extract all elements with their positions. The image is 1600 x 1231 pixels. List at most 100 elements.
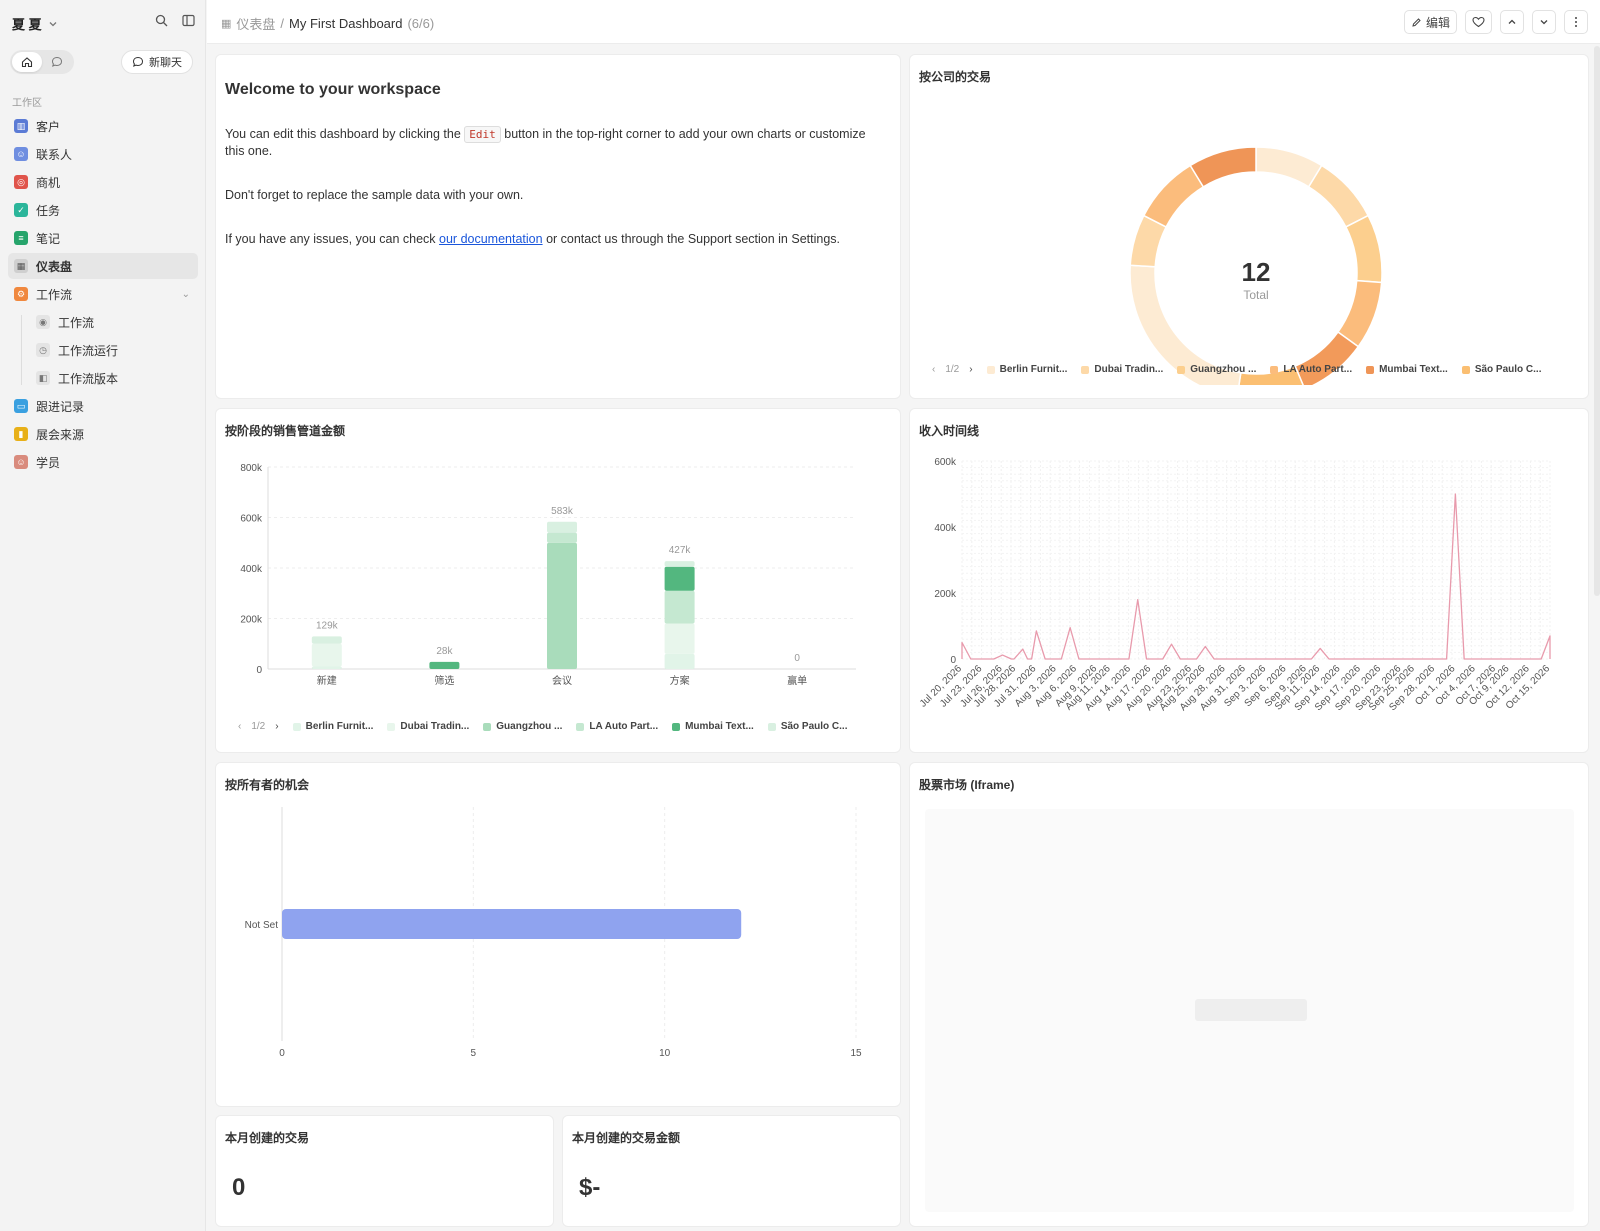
bar-segment <box>664 653 695 669</box>
legend-item[interactable]: Guangzhou ... <box>483 721 562 732</box>
workflow-icon: ◉ <box>36 315 50 329</box>
top-bar: ▦ 仪表盘 / My First Dashboard (6/6) 编辑 <box>207 0 1600 44</box>
revenue-timeline-card: 收入时间线 0 200k 400k 600k Jul 20, 2026 Jul 23, 2… <box>909 408 1589 753</box>
heart-icon <box>1472 16 1485 28</box>
iframe-placeholder[interactable] <box>925 809 1574 1212</box>
y-tick-label: 0 <box>950 655 956 666</box>
edit-code: Edit <box>464 126 501 143</box>
bar-segment <box>547 542 577 669</box>
donut-total-label: Total <box>1243 288 1268 302</box>
previous-button[interactable] <box>1500 10 1524 34</box>
welcome-content: Welcome to your workspace You can edit t… <box>225 81 880 275</box>
sidebar-item-students[interactable]: ☺ 学员 <box>8 449 198 475</box>
bar-segment <box>429 661 460 669</box>
legend-item[interactable]: LA Auto Part... <box>576 721 658 732</box>
sidebar-item-workflow-versions[interactable]: ◧ 工作流版本 <box>8 365 198 391</box>
sidebar-item-companies[interactable]: ▥ 客户 <box>8 113 198 139</box>
sidebar: 夏 夏 新聊天 工作区 ▥ 客户 ☺ 联系人 ◎ 商机 ✓ <box>0 0 206 1231</box>
card-title: 按公司的交易 <box>919 70 992 84</box>
sidebar-toggle-icon[interactable] <box>182 14 195 27</box>
legend-item[interactable]: LA Auto Part... <box>1270 364 1352 375</box>
sidebar-item-opportunities[interactable]: ◎ 商机 <box>8 169 198 195</box>
bar-segment <box>311 643 342 667</box>
kpi-value: $- <box>579 1174 601 1201</box>
legend-item[interactable]: Mumbai Text... <box>1366 364 1448 375</box>
chevron-left-icon[interactable]: ‹ <box>932 364 936 375</box>
sidebar-item-workflow-list[interactable]: ◉ 工作流 <box>8 309 198 335</box>
legend-item[interactable]: Mumbai Text... <box>672 721 754 732</box>
card-title: 股票市场 (Iframe) <box>919 778 1015 792</box>
opportunities-by-owner-card: 按所有者的机会 0 5 10 15 Not Set <box>215 762 901 1107</box>
legend-item[interactable]: São Paulo C... <box>1461 364 1542 375</box>
bar-segment <box>664 561 695 567</box>
sidebar-item-trade-show-sources[interactable]: ▮ 展会来源 <box>8 421 198 447</box>
legend-item[interactable]: São Paulo C... <box>767 721 848 732</box>
breadcrumb-root[interactable]: 仪表盘 <box>236 17 276 32</box>
x-tick-label: 筛选 <box>434 674 454 687</box>
chat-plus-icon <box>132 56 144 67</box>
next-button[interactable] <box>1532 10 1556 34</box>
favorite-button[interactable] <box>1465 10 1492 34</box>
y-tick-label: 400k <box>934 523 957 534</box>
bar-total-label: 129k <box>316 620 339 631</box>
y-tick-label: 200k <box>934 589 957 600</box>
breadcrumb: ▦ 仪表盘 / My First Dashboard (6/6) <box>221 14 434 33</box>
dashboard-icon: ▦ <box>14 259 28 273</box>
bar-segment <box>664 566 695 591</box>
book-icon: ▮ <box>14 427 28 441</box>
chat-bubble-icon[interactable] <box>42 52 72 72</box>
bar-total-label: 427k <box>669 545 692 556</box>
donut-slice <box>1238 365 1304 385</box>
more-options-button[interactable] <box>1564 10 1588 34</box>
sidebar-item-contacts[interactable]: ☺ 联系人 <box>8 141 198 167</box>
sidebar-item-followups[interactable]: ▭ 跟进记录 <box>8 393 198 419</box>
documentation-link[interactable]: our documentation <box>439 232 543 246</box>
edit-label: 编辑 <box>1425 15 1450 30</box>
legend-item[interactable]: Berlin Furnit... <box>986 364 1067 375</box>
new-chat-label: 新聊天 <box>149 57 182 69</box>
welcome-paragraph-sample: Don't forget to replace the sample data … <box>225 188 524 202</box>
bar-segment <box>664 590 695 624</box>
welcome-paragraph-edit: You can edit this dashboard by clicking … <box>225 126 866 158</box>
chevron-right-icon[interactable]: › <box>969 364 973 375</box>
new-chat-button[interactable]: 新聊天 <box>121 50 193 74</box>
card-title: 收入时间线 <box>919 424 980 438</box>
page-scrollbar[interactable] <box>1594 46 1600 596</box>
legend-item[interactable]: Berlin Furnit... <box>292 721 373 732</box>
y-tick-label: 400k <box>240 564 263 575</box>
welcome-card: Welcome to your workspace You can edit t… <box>215 54 901 399</box>
chevron-right-icon[interactable]: › <box>275 721 279 732</box>
search-icon[interactable] <box>155 14 168 27</box>
checkbox-icon: ✓ <box>14 203 28 217</box>
sidebar-nav: ▥ 客户 ☺ 联系人 ◎ 商机 ✓ 任务 ≡ 笔记 ▦ 仪表盘 ⚙ 工作流 ⌄ <box>8 113 198 477</box>
dashboard-icon: ▦ <box>221 18 232 30</box>
chevron-down-icon <box>1540 20 1548 25</box>
legend-item[interactable]: Guangzhou ... <box>1177 364 1256 375</box>
stock-market-iframe-card: 股票市场 (Iframe) <box>909 762 1589 1227</box>
legend-item[interactable]: Dubai Tradin... <box>1081 364 1163 375</box>
bar-total-label: 0 <box>794 653 800 664</box>
chevron-left-icon[interactable]: ‹ <box>238 721 242 732</box>
chevron-down-icon[interactable]: ⌄ <box>181 288 190 300</box>
bar-segment <box>664 623 695 654</box>
workspace-switcher[interactable]: 夏 夏 <box>12 14 58 33</box>
pencil-icon <box>1412 17 1421 27</box>
sidebar-item-workflow-runs[interactable]: ◷ 工作流运行 <box>8 337 198 363</box>
donut-legend: ‹ 1/2 › Berlin Furnit... Dubai Tradin... G… <box>932 364 1542 375</box>
bar-segment <box>547 532 577 543</box>
workspace-name: 夏 夏 <box>12 17 42 32</box>
home-icon[interactable] <box>12 52 42 72</box>
bar-total-label: 28k <box>436 646 453 657</box>
x-tick-label: 方案 <box>670 674 690 687</box>
legend-pager: ‹ 1/2 › <box>932 364 973 375</box>
sidebar-item-notes[interactable]: ≡ 笔记 <box>8 225 198 251</box>
owner-bar-chart: 0 5 10 15 Not Set <box>245 807 862 1059</box>
welcome-heading: Welcome to your workspace <box>225 81 441 98</box>
edit-button[interactable]: 编辑 <box>1403 10 1457 34</box>
sidebar-item-tasks[interactable]: ✓ 任务 <box>8 197 198 223</box>
legend-item[interactable]: Dubai Tradin... <box>387 721 469 732</box>
sidebar-item-workflows[interactable]: ⚙ 工作流 ⌄ <box>8 281 198 307</box>
sidebar-item-dashboards[interactable]: ▦ 仪表盘 <box>8 253 198 279</box>
breadcrumb-separator: / <box>280 16 285 31</box>
